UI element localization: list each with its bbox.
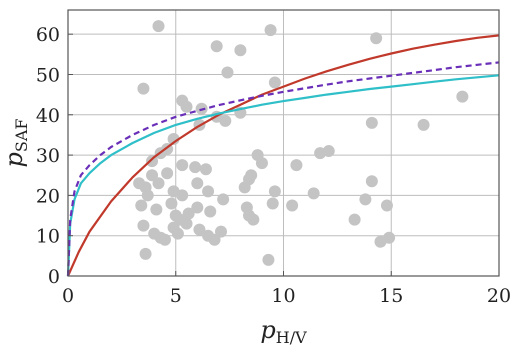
data-point — [268, 185, 281, 198]
data-point — [193, 223, 206, 236]
data-point — [167, 132, 180, 145]
y-axis-label: pSAF — [0, 119, 31, 168]
data-point — [176, 159, 189, 172]
data-point — [180, 217, 193, 230]
data-point — [154, 231, 167, 244]
y-tick-label: 0 — [48, 266, 60, 288]
data-point — [135, 199, 148, 212]
y-tick-label: 10 — [36, 226, 60, 248]
data-point — [255, 157, 268, 170]
data-point — [383, 231, 396, 244]
y-tick-label: 40 — [36, 105, 60, 127]
x-axis-label: pH/V — [260, 316, 307, 347]
data-point — [210, 40, 223, 53]
data-point — [234, 44, 247, 57]
y-tick-label: 50 — [36, 64, 60, 86]
data-point — [152, 20, 165, 33]
data-point — [141, 189, 154, 202]
data-point — [215, 225, 228, 238]
data-point — [199, 163, 212, 176]
data-point — [139, 247, 152, 260]
dashed-curve — [66, 61, 500, 277]
data-point — [286, 199, 299, 212]
data-point — [417, 118, 430, 131]
y-tick-label: 30 — [36, 145, 60, 167]
data-point — [191, 201, 204, 214]
data-point — [264, 24, 277, 37]
data-point — [146, 155, 159, 168]
y-tick-label: 60 — [36, 24, 60, 46]
x-tick-label: 15 — [379, 285, 403, 307]
data-point — [191, 177, 204, 190]
data-point — [217, 193, 230, 206]
data-point — [322, 145, 335, 158]
axis-ticks: 0 5 10 15 20 0 10 20 30 40 50 60 — [36, 24, 511, 307]
data-point — [146, 169, 159, 182]
x-tick-label: 0 — [62, 285, 74, 307]
data-point — [307, 187, 320, 200]
data-point — [202, 185, 215, 198]
data-point — [189, 161, 202, 174]
x-axis-label-main: p — [260, 316, 275, 344]
data-point — [219, 114, 232, 127]
x-tick-label: 10 — [271, 285, 295, 307]
x-tick-label: 20 — [487, 285, 511, 307]
data-point — [365, 116, 378, 129]
red-curve — [66, 34, 500, 277]
data-point — [150, 203, 163, 216]
data-point — [290, 159, 303, 172]
data-point — [243, 173, 256, 186]
cyan-curve — [66, 74, 500, 277]
data-point — [180, 100, 193, 113]
x-axis-label-sub: H/V — [276, 328, 307, 347]
data-point — [171, 227, 184, 240]
data-point — [161, 167, 174, 180]
data-point — [359, 193, 372, 206]
data-point — [365, 175, 378, 188]
data-point — [370, 32, 383, 45]
y-axis-label-main: p — [0, 152, 28, 167]
data-point — [247, 213, 260, 226]
data-point — [266, 197, 279, 210]
data-point — [137, 219, 150, 232]
data-point — [456, 90, 469, 103]
y-axis-label-sub: SAF — [12, 119, 31, 153]
data-point — [221, 66, 234, 79]
data-point — [262, 253, 275, 266]
data-point — [268, 76, 281, 89]
fit-curves — [66, 34, 500, 277]
data-point — [165, 197, 178, 210]
data-point — [208, 233, 221, 246]
data-point — [137, 82, 150, 95]
data-point — [182, 207, 195, 220]
data-point — [380, 199, 393, 212]
data-points — [133, 20, 469, 266]
data-point — [348, 213, 361, 226]
y-tick-label: 20 — [36, 185, 60, 207]
data-point — [152, 177, 165, 190]
data-point — [204, 205, 217, 218]
data-point — [176, 189, 189, 202]
x-tick-label: 5 — [170, 285, 182, 307]
